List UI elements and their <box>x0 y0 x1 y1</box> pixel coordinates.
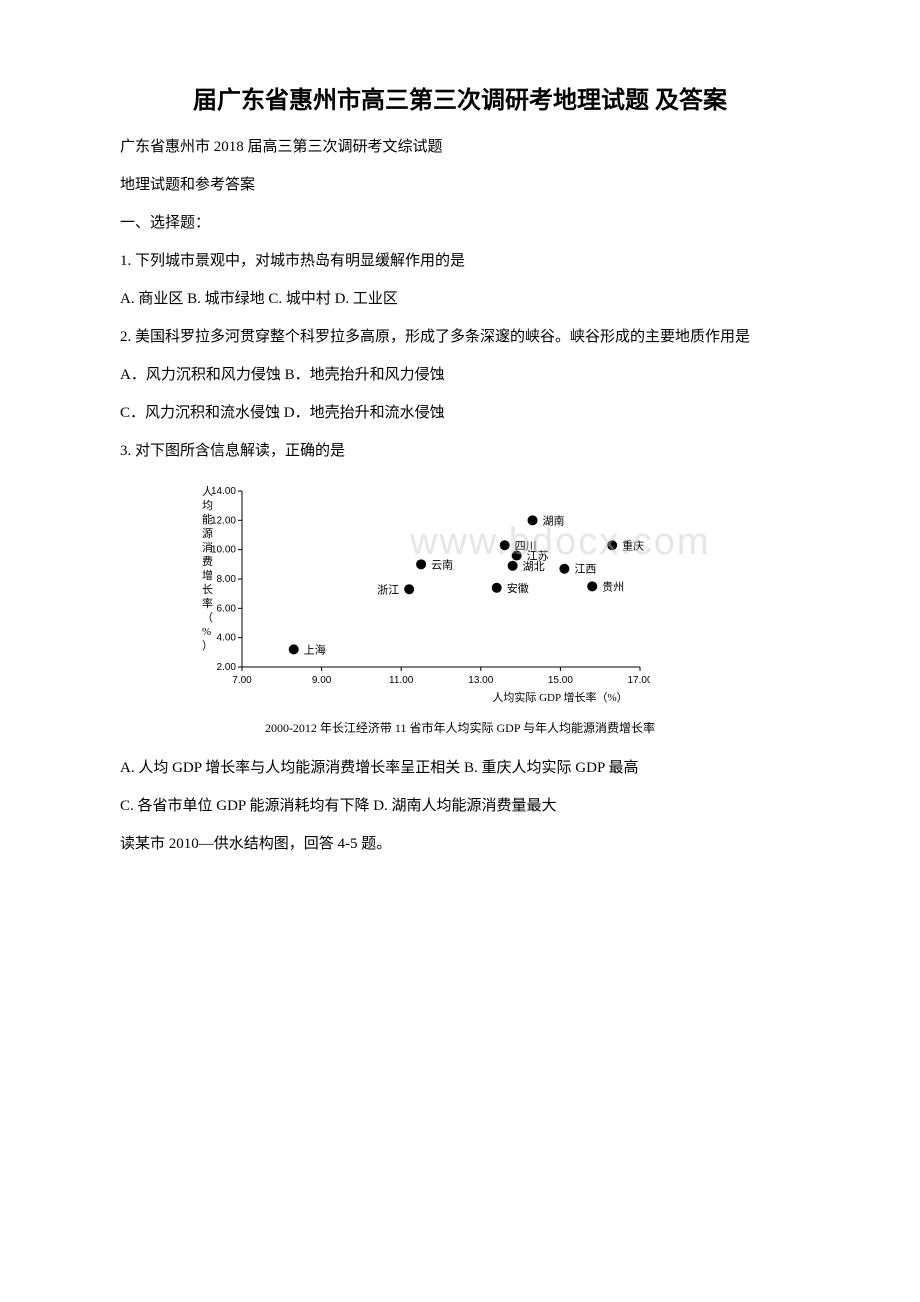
svg-text:9.00: 9.00 <box>312 675 332 686</box>
svg-text:湖南: 湖南 <box>543 514 565 527</box>
svg-text:10.00: 10.00 <box>211 545 236 556</box>
svg-text:%: % <box>202 626 211 638</box>
svg-text:人: 人 <box>202 485 213 498</box>
svg-text:率: 率 <box>202 596 213 610</box>
question-2-options-1: A．风力沉积和风力侵蚀 B．地壳抬升和风力侵蚀 <box>90 363 830 387</box>
svg-text:费: 费 <box>202 555 213 568</box>
subtitle-line-2: 地理试题和参考答案 <box>90 173 830 197</box>
svg-text:云南: 云南 <box>431 558 453 571</box>
svg-text:长: 长 <box>202 583 213 596</box>
svg-text:14.00: 14.00 <box>211 486 236 497</box>
svg-text:均: 均 <box>202 499 213 512</box>
svg-text:6.00: 6.00 <box>217 603 237 614</box>
svg-text:8.00: 8.00 <box>217 574 237 585</box>
svg-text:浙江: 浙江 <box>377 583 399 596</box>
svg-text:）: ） <box>202 639 213 652</box>
svg-text:15.00: 15.00 <box>548 675 573 686</box>
scatter-chart: 2.00 4.00 6.00 8.00 10.00 12.00 14.00 7.00 9.00 1… <box>190 481 650 711</box>
svg-text:消: 消 <box>202 540 213 554</box>
question-1-options: A. 商业区 B. 城市绿地 C. 城中村 D. 工业区 <box>90 287 830 311</box>
svg-text:人均实际 GDP 增长率（%）: 人均实际 GDP 增长率（%） <box>492 690 627 704</box>
svg-text:（: （ <box>202 611 213 624</box>
svg-text:湖北: 湖北 <box>523 560 545 573</box>
svg-text:17.00: 17.00 <box>627 675 650 686</box>
question-3: 3. 对下图所含信息解读，正确的是 <box>90 439 830 463</box>
question-1: 1. 下列城市景观中，对城市热岛有明显缓解作用的是 <box>90 249 830 273</box>
subtitle-line-1: 广东省惠州市 2018 届高三第三次调研考文综试题 <box>90 135 830 159</box>
svg-text:上海: 上海 <box>304 642 326 656</box>
svg-text:4.00: 4.00 <box>217 633 237 644</box>
question-4-intro: 读某市 2010—供水结构图，回答 4-5 题。 <box>90 832 830 856</box>
question-3-options-1: A. 人均 GDP 增长率与人均能源消费增长率呈正相关 B. 重庆人均实际 GD… <box>90 756 830 780</box>
svg-text:增: 增 <box>202 568 213 582</box>
svg-text:11.00: 11.00 <box>389 675 414 686</box>
svg-text:安徽: 安徽 <box>507 581 529 595</box>
svg-text:重庆: 重庆 <box>622 538 644 552</box>
section-heading: 一、选择题： <box>90 211 830 235</box>
svg-text:2.00: 2.00 <box>217 662 237 673</box>
svg-text:12.00: 12.00 <box>211 515 236 526</box>
svg-text:源: 源 <box>202 526 213 540</box>
svg-text:13.00: 13.00 <box>468 675 493 686</box>
chart-caption: 2000-2012 年长江经济带 11 省市年人均实际 GDP 与年人均能源消费… <box>90 719 830 736</box>
question-2-options-2: C．风力沉积和流水侵蚀 D．地壳抬升和流水侵蚀 <box>90 401 830 425</box>
svg-text:7.00: 7.00 <box>232 675 252 686</box>
svg-text:能: 能 <box>202 512 213 526</box>
question-2: 2. 美国科罗拉多河贯穿整个科罗拉多高原，形成了多条深邃的峡谷。峡谷形成的主要地… <box>90 325 830 349</box>
page-title: 届广东省惠州市高三第三次调研考地理试题 及答案 <box>90 80 830 115</box>
svg-text:江西: 江西 <box>574 563 596 576</box>
scatter-chart-container: www.bdocx.com 2.004.006.008.0010.0012.00… <box>190 481 830 711</box>
svg-text:贵州: 贵州 <box>602 580 624 593</box>
question-3-options-2: C. 各省市单位 GDP 能源消耗均有下降 D. 湖南人均能源消费量最大 <box>90 794 830 818</box>
